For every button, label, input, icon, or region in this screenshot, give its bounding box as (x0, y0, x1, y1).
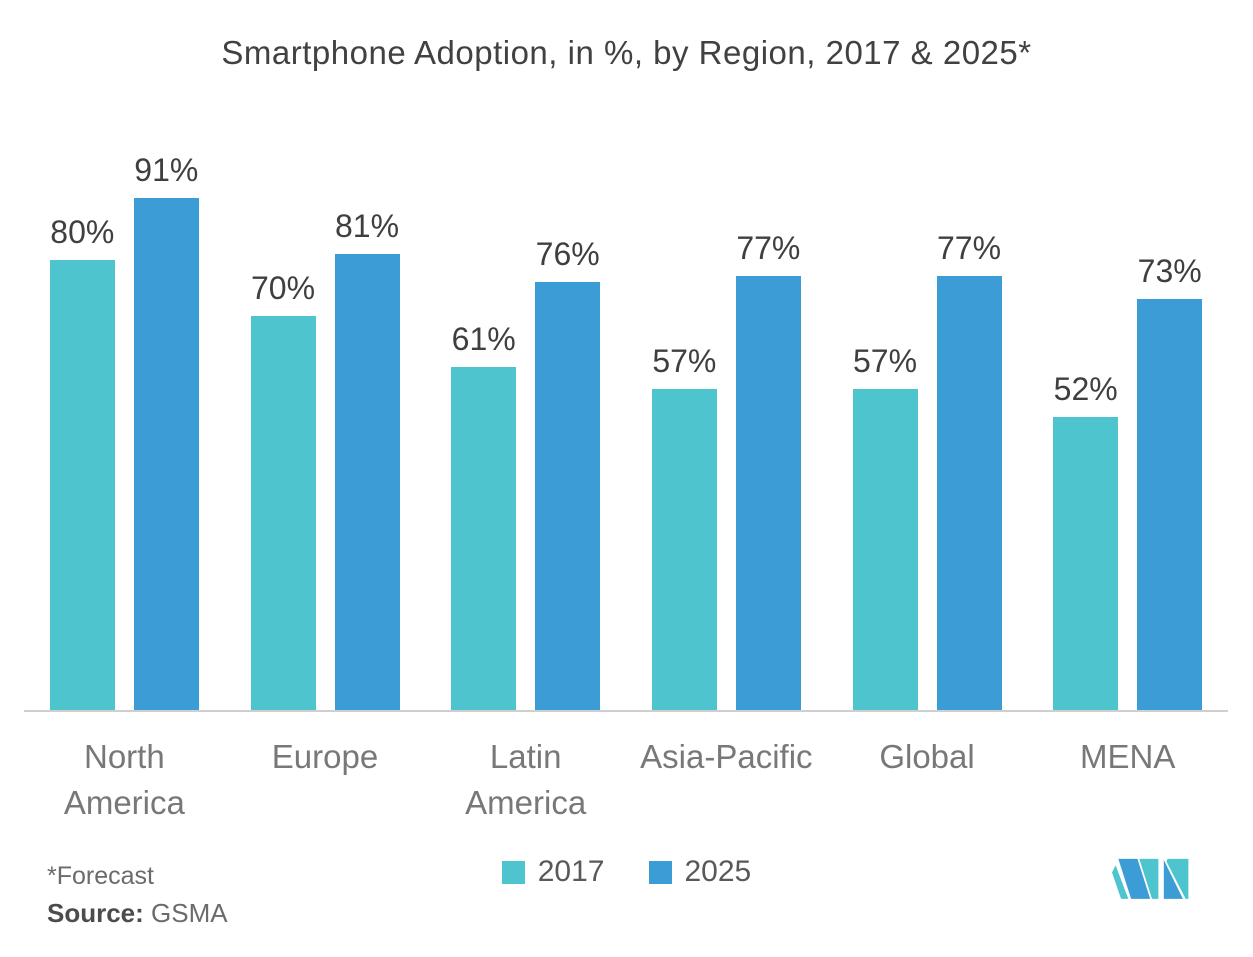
value-label-2017-europe: 70% (250, 270, 316, 306)
source-value: GSMA (151, 898, 228, 928)
bar-col-2025-latin-america: 76% (535, 236, 601, 710)
bar-col-2025-north-america: 91% (133, 152, 199, 710)
value-label-2017-mena: 52% (1053, 371, 1118, 407)
source-label: Source: (47, 898, 144, 928)
logo-right-teal-stroke (1139, 858, 1159, 899)
bar-2017-mena (1053, 417, 1119, 710)
x-axis-label-north-america: North America (63, 738, 185, 821)
logo-blue-stroke (1118, 858, 1151, 899)
bar-2025-global (936, 276, 1002, 710)
value-label-2017-north-america: 80% (50, 214, 115, 250)
bar-col-2017-europe: 70% (250, 270, 316, 710)
x-axis-line (24, 710, 1228, 712)
bar-groups: 80% 91% 70% 81% 61% 76% 57% 77% 57% 77% 52% 73% (24, 130, 1228, 710)
bar-col-2025-global: 77% (936, 230, 1002, 710)
logo-i-teal-block (1166, 858, 1189, 899)
value-label-2025-europe: 81% (334, 208, 400, 244)
legend: 2017 2025 (0, 855, 1253, 889)
value-label-2025-north-america: 91% (134, 152, 199, 188)
bar-col-2017-asia-pacific: 57% (651, 343, 717, 710)
legend-item-2017: 2017 (501, 855, 605, 889)
bar-2025-europe (334, 254, 400, 710)
legend-swatch-2017 (501, 860, 525, 884)
footnotes: *Forecast Source: GSMA (47, 862, 228, 929)
x-axis-labels: North America Europe Latin America Asia-Pacif… (24, 734, 1228, 826)
value-label-2017-asia-pacific: 57% (652, 343, 717, 379)
bar-group-global: 57% 77% (827, 230, 1028, 710)
bar-2025-asia-pacific (735, 276, 801, 710)
bar-group-asia-pacific: 57% 77% (626, 230, 827, 710)
x-axis-label-europe: Europe (271, 738, 379, 775)
value-label-2025-latin-america: 76% (535, 236, 600, 272)
bar-col-2017-global: 57% (852, 343, 918, 710)
bar-col-2025-europe: 81% (334, 208, 400, 710)
bar-2025-north-america (133, 198, 199, 710)
logo-i-blue-triangle (1163, 859, 1183, 899)
legend-label-2025: 2025 (684, 855, 752, 888)
legend-swatch-2025 (648, 860, 672, 884)
bar-2017-latin-america (451, 367, 517, 710)
bar-group-mena: 52% 73% (1027, 253, 1228, 710)
mordor-intelligence-logo (1112, 858, 1189, 899)
bar-2025-mena (1137, 299, 1203, 710)
x-axis-label-global: Global (879, 738, 975, 775)
legend-label-2017: 2017 (537, 855, 605, 888)
bar-col-2017-mena: 52% (1053, 371, 1119, 710)
value-label-2017-global: 57% (852, 343, 918, 379)
forecast-note: *Forecast (47, 862, 154, 890)
bar-col-2025-mena: 73% (1137, 253, 1203, 710)
logo-left-teal-stroke (1112, 865, 1129, 899)
bar-group-north-america: 80% 91% (24, 152, 225, 710)
bar-2017-north-america (49, 260, 115, 710)
value-label-2025-global: 77% (936, 230, 1002, 266)
legend-item-2025: 2025 (648, 855, 752, 889)
value-label-2025-asia-pacific: 77% (736, 230, 801, 266)
value-label-2025-mena: 73% (1137, 253, 1202, 289)
bar-col-2017-north-america: 80% (49, 214, 115, 710)
x-axis-label-latin-america: Latin America (465, 738, 587, 821)
bar-2017-global (852, 389, 918, 710)
bar-2025-latin-america (535, 282, 601, 710)
x-axis-label-mena: MENA (1080, 738, 1176, 775)
bar-2017-asia-pacific (651, 389, 717, 710)
bar-group-europe: 70% 81% (225, 208, 426, 710)
bar-group-latin-america: 61% 76% (425, 236, 626, 710)
chart-title: Smartphone Adoption, in %, by Region, 20… (221, 34, 1032, 71)
bar-col-2025-asia-pacific: 77% (735, 230, 801, 710)
bar-col-2017-latin-america: 61% (451, 321, 517, 710)
plot-area: 80% 91% 70% 81% 61% 76% 57% 77% 57% 77% 52% 73% Nor… (24, 130, 1228, 826)
bar-2017-europe (250, 316, 316, 710)
source-note: Source: GSMA (47, 898, 228, 929)
x-axis-label-asia-pacific: Asia-Pacific (640, 738, 813, 775)
value-label-2017-latin-america: 61% (451, 321, 516, 357)
